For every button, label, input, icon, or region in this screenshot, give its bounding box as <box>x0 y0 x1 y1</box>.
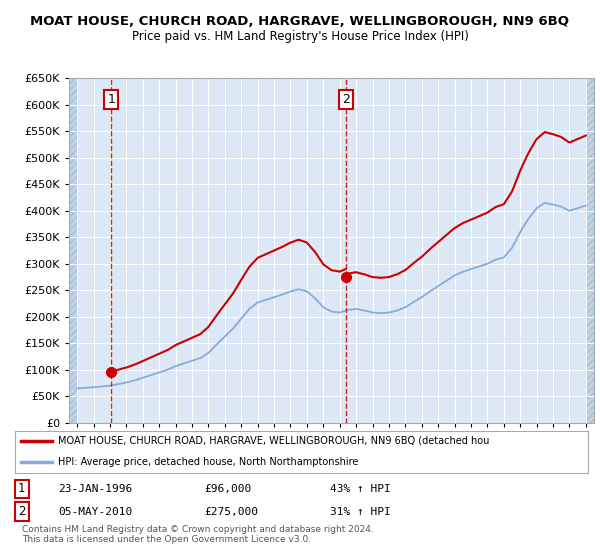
Text: £275,000: £275,000 <box>204 507 258 517</box>
Text: 31% ↑ HPI: 31% ↑ HPI <box>330 507 391 517</box>
Text: Contains HM Land Registry data © Crown copyright and database right 2024.
This d: Contains HM Land Registry data © Crown c… <box>22 525 374 544</box>
Text: MOAT HOUSE, CHURCH ROAD, HARGRAVE, WELLINGBOROUGH, NN9 6BQ (detached hou: MOAT HOUSE, CHURCH ROAD, HARGRAVE, WELLI… <box>58 436 490 446</box>
Text: 1: 1 <box>18 483 26 496</box>
Text: 23-JAN-1996: 23-JAN-1996 <box>58 484 132 494</box>
Text: MOAT HOUSE, CHURCH ROAD, HARGRAVE, WELLINGBOROUGH, NN9 6BQ: MOAT HOUSE, CHURCH ROAD, HARGRAVE, WELLI… <box>31 15 569 28</box>
Text: 2: 2 <box>18 505 26 518</box>
Text: HPI: Average price, detached house, North Northamptonshire: HPI: Average price, detached house, Nort… <box>58 457 358 467</box>
Text: Price paid vs. HM Land Registry's House Price Index (HPI): Price paid vs. HM Land Registry's House … <box>131 30 469 43</box>
Text: 1: 1 <box>107 93 115 106</box>
Text: 2: 2 <box>342 93 350 106</box>
Text: 05-MAY-2010: 05-MAY-2010 <box>58 507 132 517</box>
Text: 43% ↑ HPI: 43% ↑ HPI <box>330 484 391 494</box>
Text: £96,000: £96,000 <box>204 484 251 494</box>
